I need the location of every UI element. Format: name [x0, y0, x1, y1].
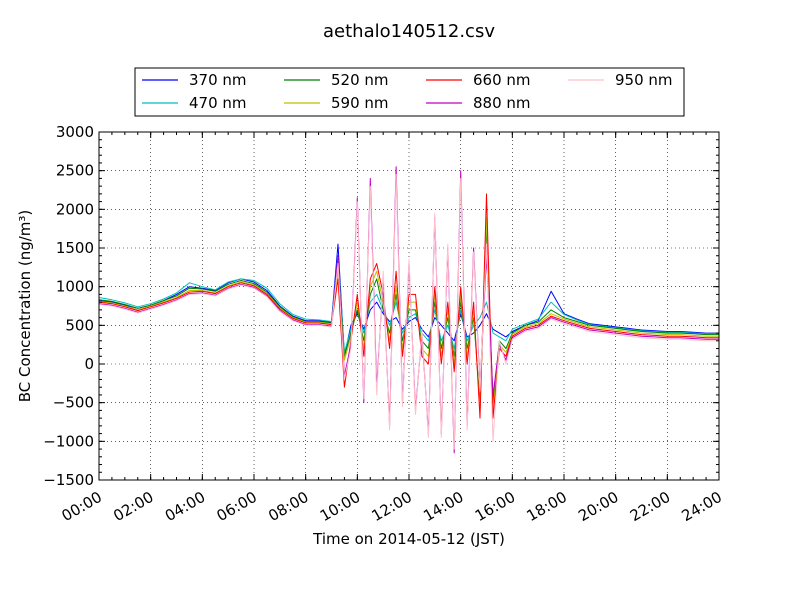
legend-label: 370 nm: [189, 71, 247, 89]
y-tick-label: 0: [84, 355, 94, 373]
legend: 370 nm 470 nm 520 nm 590 nm 660 nm 880 nm 950 …: [134, 67, 685, 117]
series-line-520-nm: [98, 224, 719, 404]
legend-label: 950 nm: [615, 71, 673, 89]
legend-label: 880 nm: [473, 94, 531, 112]
y-tick-label: −500: [53, 394, 94, 412]
series-line-370-nm: [98, 243, 719, 357]
y-tick-label: 500: [65, 316, 94, 334]
y-tick-label: 2500: [56, 162, 94, 180]
legend-label: 590 nm: [331, 94, 389, 112]
legend-label: 520 nm: [331, 71, 389, 89]
series-group: [98, 166, 719, 454]
series-line-590-nm: [98, 216, 719, 411]
legend-label: 660 nm: [473, 71, 531, 89]
legend-box: [134, 67, 685, 117]
y-tick-label: −1000: [43, 432, 94, 450]
y-axis-label: BC Concentration (ng/m³): [16, 210, 34, 403]
legend-label: 470 nm: [189, 94, 247, 112]
y-tick-label: 3000: [56, 123, 94, 141]
y-tick-label: 1500: [56, 239, 94, 257]
series-line-950-nm: [98, 174, 719, 450]
x-axis-label: Time on 2014-05-12 (JST): [312, 530, 505, 548]
axis-ticks: [98, 131, 720, 481]
series-line-470-nm: [98, 255, 719, 353]
y-tick-label: 2000: [56, 200, 94, 218]
y-tick-labels: −1500 −1000 −500 0 500 1000 1500 2000 2500 3000: [43, 123, 94, 489]
y-tick-label: −1500: [43, 471, 94, 489]
chart-title: aethalo140512.csv: [323, 21, 495, 42]
y-tick-label: 1000: [56, 278, 94, 296]
series-line-660-nm: [98, 193, 719, 419]
